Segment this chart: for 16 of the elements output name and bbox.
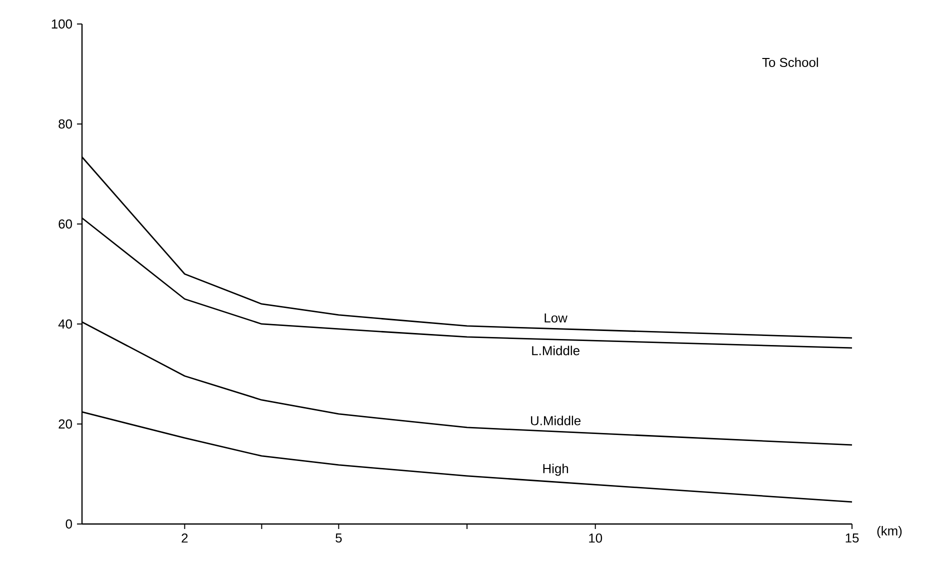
- y-tick-label: 20: [58, 419, 72, 429]
- series-label: Low: [544, 314, 568, 323]
- x-tick-label: 15: [846, 534, 859, 543]
- series-label: U.Middle: [531, 416, 581, 426]
- y-tick-label: 100: [52, 19, 72, 29]
- y-tick-label: 40: [58, 319, 72, 329]
- x-tick-label: 10: [589, 533, 602, 543]
- x-axis-title: (km): [877, 526, 902, 538]
- y-tick-label: 80: [58, 119, 72, 129]
- y-tick-label: 60: [58, 219, 72, 229]
- series-label: High: [543, 464, 568, 476]
- x-tick-label: 5: [336, 534, 342, 543]
- y-tick-label: 0: [66, 519, 72, 529]
- series-label: L.Middle: [532, 346, 580, 356]
- x-tick-label: 2: [182, 533, 188, 543]
- text: To School: [762, 58, 818, 68]
